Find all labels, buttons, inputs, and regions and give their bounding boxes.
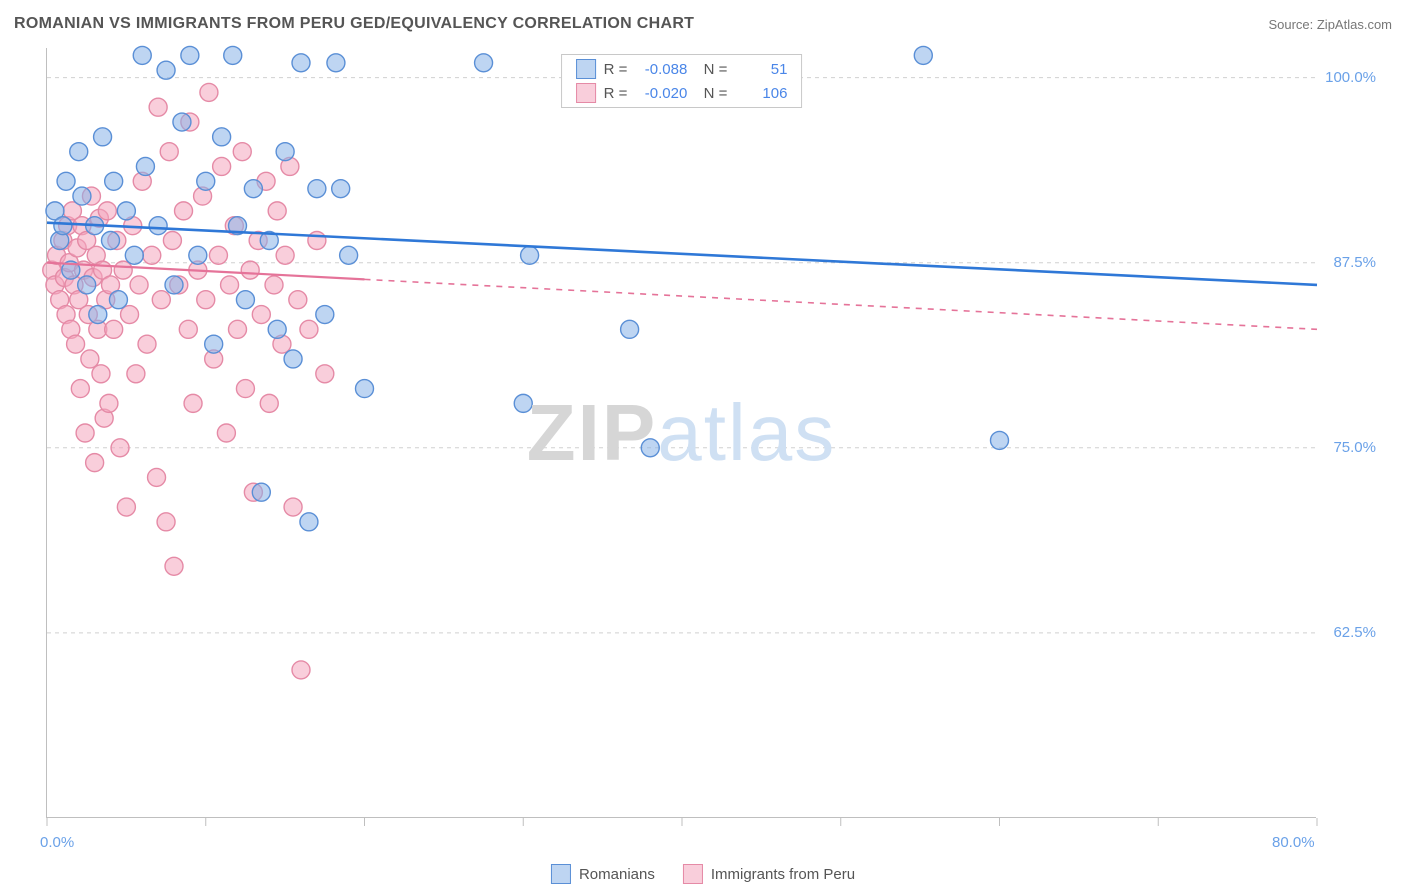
series-legend: Romanians Immigrants from Peru xyxy=(551,864,855,884)
y-tick-label: 62.5% xyxy=(1333,624,1376,641)
n-value-1: 51 xyxy=(735,61,787,78)
legend-swatch-2 xyxy=(576,83,596,103)
r-value-2: -0.020 xyxy=(635,85,687,102)
n-label: N = xyxy=(695,85,727,102)
y-tick-label: 87.5% xyxy=(1333,254,1376,271)
r-value-1: -0.088 xyxy=(635,61,687,78)
n-value-2: 106 xyxy=(735,85,787,102)
legend-label-romanians: Romanians xyxy=(579,866,655,883)
chart-plot-area: ZIPatlas R = -0.088 N = 51 R = -0.020 N … xyxy=(46,48,1316,818)
legend-row-1: R = -0.088 N = 51 xyxy=(562,57,802,81)
legend-swatch-1 xyxy=(576,59,596,79)
legend-item-peru: Immigrants from Peru xyxy=(683,864,855,884)
correlation-legend: R = -0.088 N = 51 R = -0.020 N = 106 xyxy=(561,54,803,108)
y-tick-label: 100.0% xyxy=(1325,69,1376,86)
source-attribution: Source: ZipAtlas.com xyxy=(1268,17,1392,32)
scatter-svg xyxy=(47,48,1317,818)
x-tick-label: 80.0% xyxy=(1272,834,1315,851)
legend-label-peru: Immigrants from Peru xyxy=(711,866,855,883)
n-label: N = xyxy=(695,61,727,78)
r-label: R = xyxy=(604,61,628,78)
y-tick-label: 75.0% xyxy=(1333,439,1376,456)
legend-item-romanians: Romanians xyxy=(551,864,655,884)
r-label: R = xyxy=(604,85,628,102)
legend-row-2: R = -0.020 N = 106 xyxy=(562,81,802,105)
legend-swatch-romanians xyxy=(551,864,571,884)
x-tick-label: 0.0% xyxy=(40,834,74,851)
legend-swatch-peru xyxy=(683,864,703,884)
chart-title: ROMANIAN VS IMMIGRANTS FROM PERU GED/EQU… xyxy=(14,15,694,33)
